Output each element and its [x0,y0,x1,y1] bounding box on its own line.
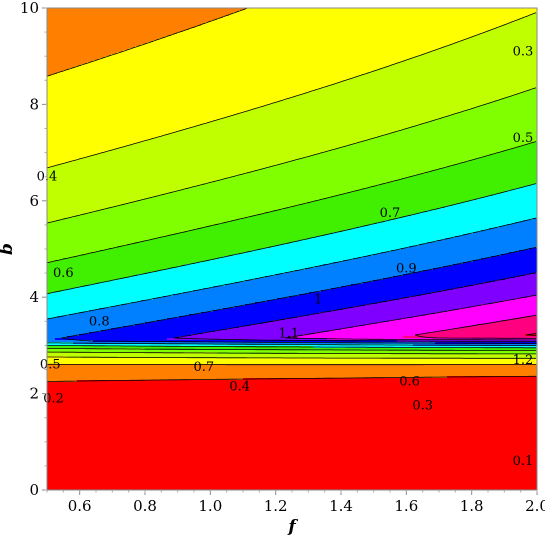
contour-fill-area [47,8,537,490]
